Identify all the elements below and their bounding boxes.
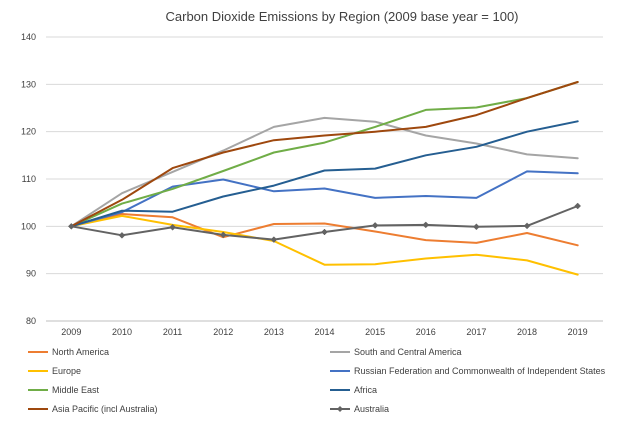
series-line-africa [70, 120, 579, 228]
legend-item-asia-pacific-incl-australia: Asia Pacific (incl Australia) [28, 404, 158, 414]
legend-item-australia: Australia [330, 404, 389, 414]
y-tick-label-80: 80 [26, 316, 36, 326]
series-line-middle-east [70, 81, 579, 228]
series-line-south-and-central-america [70, 116, 579, 228]
series-lines [67, 81, 582, 276]
series-europe [70, 214, 579, 276]
series-middle-east [70, 81, 579, 228]
legend-item-europe: Europe [28, 366, 81, 376]
series-north-america [70, 213, 579, 247]
legend-label-europe: Europe [52, 366, 81, 376]
legend-item-russian-federation-and-commonwealth-of-independent-states: Russian Federation and Commonwealth of I… [330, 366, 606, 376]
legend-label-australia: Australia [354, 404, 389, 414]
legend-item-africa: Africa [330, 385, 377, 395]
chart-title: Carbon Dioxide Emissions by Region (2009… [166, 9, 519, 24]
series-asia-pacific-incl-australia [70, 81, 579, 228]
legend-item-middle-east: Middle East [28, 385, 100, 395]
gridlines [46, 36, 603, 275]
data-point-australia-2009 [67, 222, 75, 230]
x-tick-label-2018: 2018 [517, 327, 537, 337]
series-line-russian-federation-and-commonwealth-of-independent-states [70, 170, 579, 228]
legend-marker-australia [337, 406, 343, 412]
x-tick-label-2011: 2011 [163, 327, 182, 337]
legend-item-north-america: North America [28, 347, 109, 357]
legend-label-asia-pacific-incl-australia: Asia Pacific (incl Australia) [52, 404, 158, 414]
legend-label-north-america: North America [52, 347, 109, 357]
data-point-australia-2017 [473, 223, 480, 231]
data-point-australia-2013 [270, 236, 278, 243]
legend-label-africa: Africa [354, 385, 377, 395]
series-line-asia-pacific-incl-australia [70, 81, 579, 228]
x-tick-label-2015: 2015 [365, 327, 385, 337]
series-africa [70, 120, 579, 228]
x-tick-label-2009: 2009 [61, 327, 81, 337]
data-point-australia-2015 [371, 222, 379, 229]
legend: North America South and Central America Eu… [28, 347, 606, 414]
x-tick-label-2013: 2013 [264, 327, 284, 337]
legend-item-south-and-central-america: South and Central America [330, 347, 462, 357]
data-point-australia-2011 [169, 223, 176, 231]
data-point-australia-2010 [118, 231, 126, 239]
legend-label-russian-federation-and-commonwealth-of-independent-states: Russian Federation and Commonwealth of I… [354, 366, 606, 376]
data-point-australia-2014 [321, 228, 328, 236]
series-australia [67, 202, 582, 243]
legend-label-south-and-central-america: South and Central America [354, 347, 462, 357]
x-tick-label-2016: 2016 [416, 327, 436, 337]
axes: 80 90 100 110 120 130 140 2009 2010 2011 2012 2013 2… [21, 32, 603, 337]
y-tick-label-90: 90 [26, 269, 36, 279]
data-point-australia-2012 [219, 231, 227, 239]
x-tick-label-2010: 2010 [112, 327, 132, 337]
y-tick-label-120: 120 [21, 127, 36, 137]
data-point-australia-2018 [523, 222, 531, 230]
series-russian-federation-and-commonwealth-of-independent-states [70, 170, 579, 228]
y-tick-label-140: 140 [21, 32, 36, 42]
legend-label-middle-east: Middle East [52, 385, 100, 395]
x-tick-label-2012: 2012 [213, 327, 233, 337]
series-line-north-america [70, 213, 579, 247]
x-tick-label-2014: 2014 [314, 327, 334, 337]
series-line-europe [70, 214, 579, 276]
data-point-australia-2019 [574, 202, 582, 210]
y-tick-label-110: 110 [22, 174, 36, 184]
x-tick-label-2019: 2019 [568, 327, 588, 337]
y-tick-label-130: 130 [21, 79, 36, 89]
y-tick-label-100: 100 [21, 221, 36, 231]
x-tick-label-2017: 2017 [466, 327, 486, 337]
data-point-australia-2016 [422, 221, 430, 229]
series-south-and-central-america [70, 116, 579, 228]
